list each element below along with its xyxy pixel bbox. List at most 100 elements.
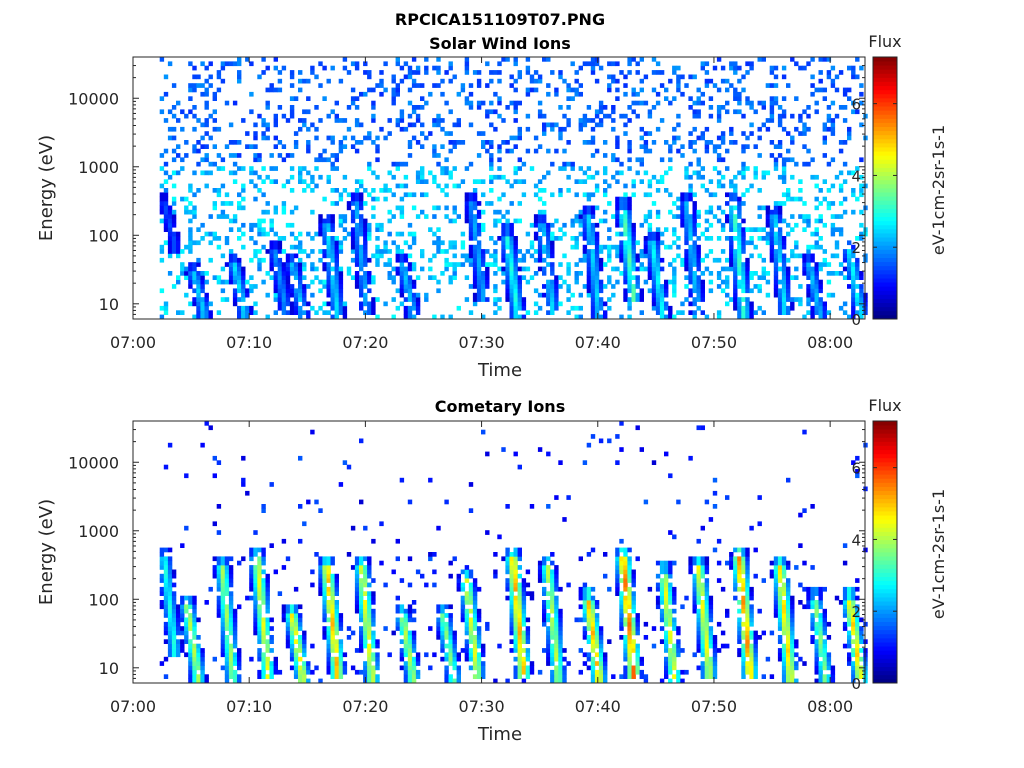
- spectrogram-cell: [387, 652, 392, 658]
- spectrogram-cell: [228, 604, 234, 610]
- spectrogram-cell: [623, 656, 628, 662]
- spectrogram-cell: [586, 635, 592, 640]
- spectrogram-cell: [582, 630, 588, 636]
- spectrogram-cell: [590, 57, 596, 62]
- spectrogram-cell: [257, 582, 262, 588]
- spectrogram-cell: [273, 257, 278, 263]
- spectrogram-cell: [293, 266, 299, 272]
- spectrogram-cell: [232, 617, 238, 623]
- spectrogram-cell: [359, 284, 364, 289]
- spectrogram-cell: [350, 144, 356, 149]
- spectrogram-cell: [822, 262, 827, 267]
- spectrogram-cell: [497, 166, 502, 171]
- spectrogram-cell: [220, 591, 226, 596]
- spectrogram-cell: [517, 266, 522, 272]
- spectrogram-cell: [830, 253, 836, 259]
- spectrogram-cell: [167, 595, 173, 601]
- spectrogram-cell: [306, 669, 311, 675]
- spectrogram-cell: [847, 271, 852, 276]
- spectrogram-cell: [692, 126, 697, 132]
- spectrogram-cell: [241, 314, 246, 320]
- spectrogram-cell: [257, 153, 262, 158]
- spectrogram-cell: [692, 262, 697, 267]
- spectrogram-cell: [533, 271, 539, 276]
- spectrogram-cell: [326, 560, 331, 566]
- spectrogram-cell: [269, 617, 274, 623]
- spectrogram-cell: [554, 630, 559, 636]
- spectrogram-cell: [769, 240, 775, 246]
- spectrogram-cell: [232, 613, 238, 618]
- spectrogram-cell: [354, 148, 360, 154]
- spectrogram-cell: [306, 109, 311, 115]
- spectrogram-cell: [249, 179, 254, 184]
- spectrogram-cell: [598, 656, 604, 662]
- spectrogram-cell: [537, 214, 543, 219]
- spectrogram-cell: [289, 153, 295, 158]
- spectrogram-cell: [558, 635, 563, 640]
- spectrogram-cell: [574, 179, 579, 184]
- spectrogram-cell: [257, 565, 262, 570]
- spectrogram-cell: [334, 288, 339, 294]
- spectrogram-cell: [468, 508, 474, 513]
- spectrogram-cell: [363, 578, 368, 583]
- spectrogram-cell: [546, 297, 551, 302]
- spectrogram-cell: [163, 118, 169, 123]
- spectrogram-cell: [826, 105, 832, 110]
- spectrogram-cell: [188, 669, 193, 675]
- spectrogram-cell: [273, 231, 278, 237]
- spectrogram-cell: [468, 244, 474, 250]
- spectrogram-cell: [505, 140, 510, 145]
- spectrogram-cell: [509, 578, 514, 583]
- spectrogram-cell: [167, 126, 173, 132]
- spectrogram-cell: [688, 288, 693, 294]
- spectrogram-cell: [704, 78, 710, 84]
- spectrogram-cell: [326, 249, 331, 254]
- spectrogram-cell: [367, 257, 372, 263]
- spectrogram-cell: [220, 78, 226, 84]
- spectrogram-cell: [586, 652, 592, 658]
- spectrogram-cell: [359, 214, 364, 219]
- colorbar-swatch: [873, 188, 897, 193]
- spectrogram-cell: [769, 244, 775, 250]
- spectrogram-cell: [631, 109, 636, 115]
- spectrogram-cell: [448, 61, 453, 67]
- spectrogram-cell: [550, 600, 555, 605]
- spectrogram-cell: [163, 188, 169, 193]
- spectrogram-cell: [293, 626, 299, 631]
- spectrogram-cell: [257, 74, 262, 80]
- spectrogram-cell: [542, 257, 547, 263]
- spectrogram-cell: [700, 292, 705, 298]
- spectrogram-cell: [631, 604, 636, 610]
- spectrogram-cell: [354, 569, 360, 575]
- spectrogram-cell: [167, 249, 173, 254]
- spectrogram-cell: [720, 183, 726, 189]
- spectrogram-cell: [432, 240, 437, 246]
- spectrogram-cell: [781, 161, 787, 167]
- spectrogram-cell: [773, 231, 779, 237]
- spectrogram-cell: [399, 648, 405, 653]
- spectrogram-cell: [737, 231, 742, 237]
- spectrogram-cell: [253, 604, 258, 610]
- spectrogram-cell: [505, 227, 510, 232]
- spectrogram-cell: [704, 218, 710, 224]
- spectrogram-cell: [338, 648, 344, 653]
- spectrogram-cell: [257, 608, 262, 614]
- spectrogram-cell: [293, 648, 299, 653]
- spectrogram-cell: [371, 678, 376, 684]
- spectrogram-cell: [452, 661, 457, 666]
- spectrogram-cell: [859, 271, 864, 276]
- spectrogram-cell: [415, 214, 421, 219]
- spectrogram-cell: [472, 591, 478, 596]
- spectrogram-cell: [847, 262, 852, 267]
- spectrogram-cell: [436, 525, 441, 531]
- spectrogram-cell: [558, 639, 563, 644]
- spectrogram-cell: [253, 586, 258, 592]
- spectrogram-cell: [611, 266, 616, 272]
- spectrogram-cell: [163, 604, 169, 610]
- spectrogram-cell: [623, 192, 628, 198]
- spectrogram-cell: [411, 240, 417, 246]
- spectrogram-cell: [330, 135, 335, 141]
- spectrogram-cell: [476, 209, 482, 215]
- colorbar-swatch: [873, 183, 897, 189]
- spectrogram-cell: [196, 240, 201, 246]
